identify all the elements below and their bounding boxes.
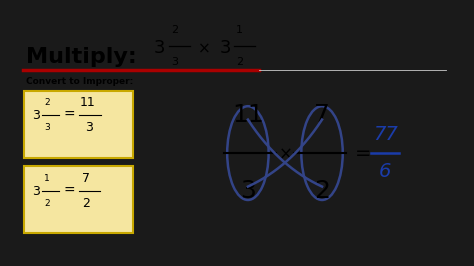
Text: =: = [64,184,75,198]
Text: =: = [64,108,75,122]
Text: 7: 7 [314,103,330,127]
Text: 77: 77 [373,125,398,144]
Text: 6: 6 [379,162,392,181]
Text: 3: 3 [85,121,93,134]
FancyBboxPatch shape [24,167,133,234]
Text: 2: 2 [82,197,90,210]
Text: $\times$: $\times$ [278,144,292,162]
Text: 1: 1 [44,174,50,183]
Text: $\times$: $\times$ [197,41,210,56]
Text: 3: 3 [154,39,165,57]
Text: 1: 1 [236,25,243,35]
Text: 3: 3 [240,179,256,203]
Text: Multiply:: Multiply: [26,47,136,67]
Text: 7: 7 [82,172,90,185]
Text: 3: 3 [44,123,50,132]
Text: Convert to Improper:: Convert to Improper: [26,77,133,86]
Text: =: = [355,144,371,163]
Text: 3: 3 [32,109,40,122]
Text: 2: 2 [171,25,178,35]
Text: 3: 3 [171,57,178,66]
Text: 11: 11 [232,103,264,127]
Text: 2: 2 [44,98,50,107]
Text: 3: 3 [32,185,40,198]
Text: 2: 2 [236,57,243,66]
Text: 11: 11 [80,96,96,109]
Text: 2: 2 [314,179,330,203]
Text: 2: 2 [44,199,50,208]
Text: 3: 3 [219,39,231,57]
FancyBboxPatch shape [24,91,133,157]
